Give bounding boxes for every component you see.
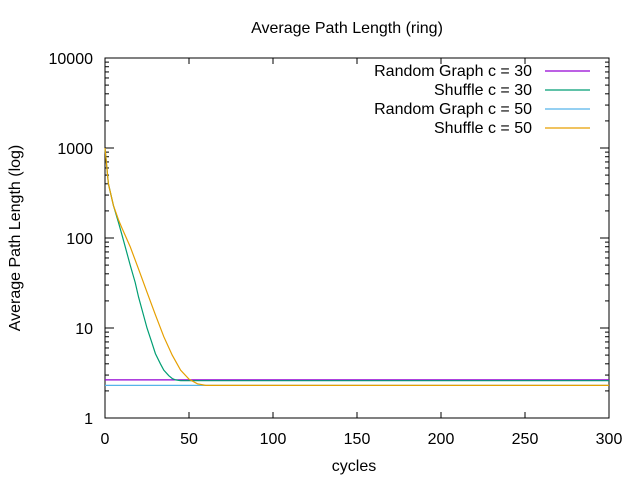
y-tick-label: 100 [66, 231, 93, 248]
x-axis-label: cycles [332, 458, 376, 475]
series-layer [104, 147, 609, 386]
x-tick-label: 200 [428, 431, 455, 448]
y-tick-label: 10 [75, 321, 93, 338]
legend-label-2: Shuffle c = 30 [434, 82, 532, 99]
legend-label-1: Random Graph c = 30 [374, 63, 532, 80]
x-tick-label: 250 [512, 431, 539, 448]
y-tick-label: 1000 [57, 141, 93, 158]
x-tick-label: 300 [596, 431, 623, 448]
plot-frame [104, 57, 610, 419]
x-tick-label: 100 [260, 431, 287, 448]
y-tick-label: 1 [84, 411, 93, 428]
axis-ticks: 0 50 100 150 200 250 300 1 10 100 1000 10000 [49, 51, 623, 448]
legend-label-4: Shuffle c = 50 [434, 120, 532, 137]
legend: Random Graph c = 30 Shuffle c = 30 Random … [374, 63, 590, 137]
chart-title: Average Path Length (ring) [251, 20, 443, 37]
series-line-2 [104, 147, 609, 382]
x-tick-label: 50 [180, 431, 198, 448]
y-tick-label: 10000 [49, 51, 94, 68]
x-tick-label: 150 [344, 431, 371, 448]
legend-label-3: Random Graph c = 50 [374, 101, 532, 118]
series-line-4 [104, 147, 609, 386]
x-tick-label: 0 [101, 431, 110, 448]
y-axis-label: Average Path Length (log) [7, 145, 24, 332]
